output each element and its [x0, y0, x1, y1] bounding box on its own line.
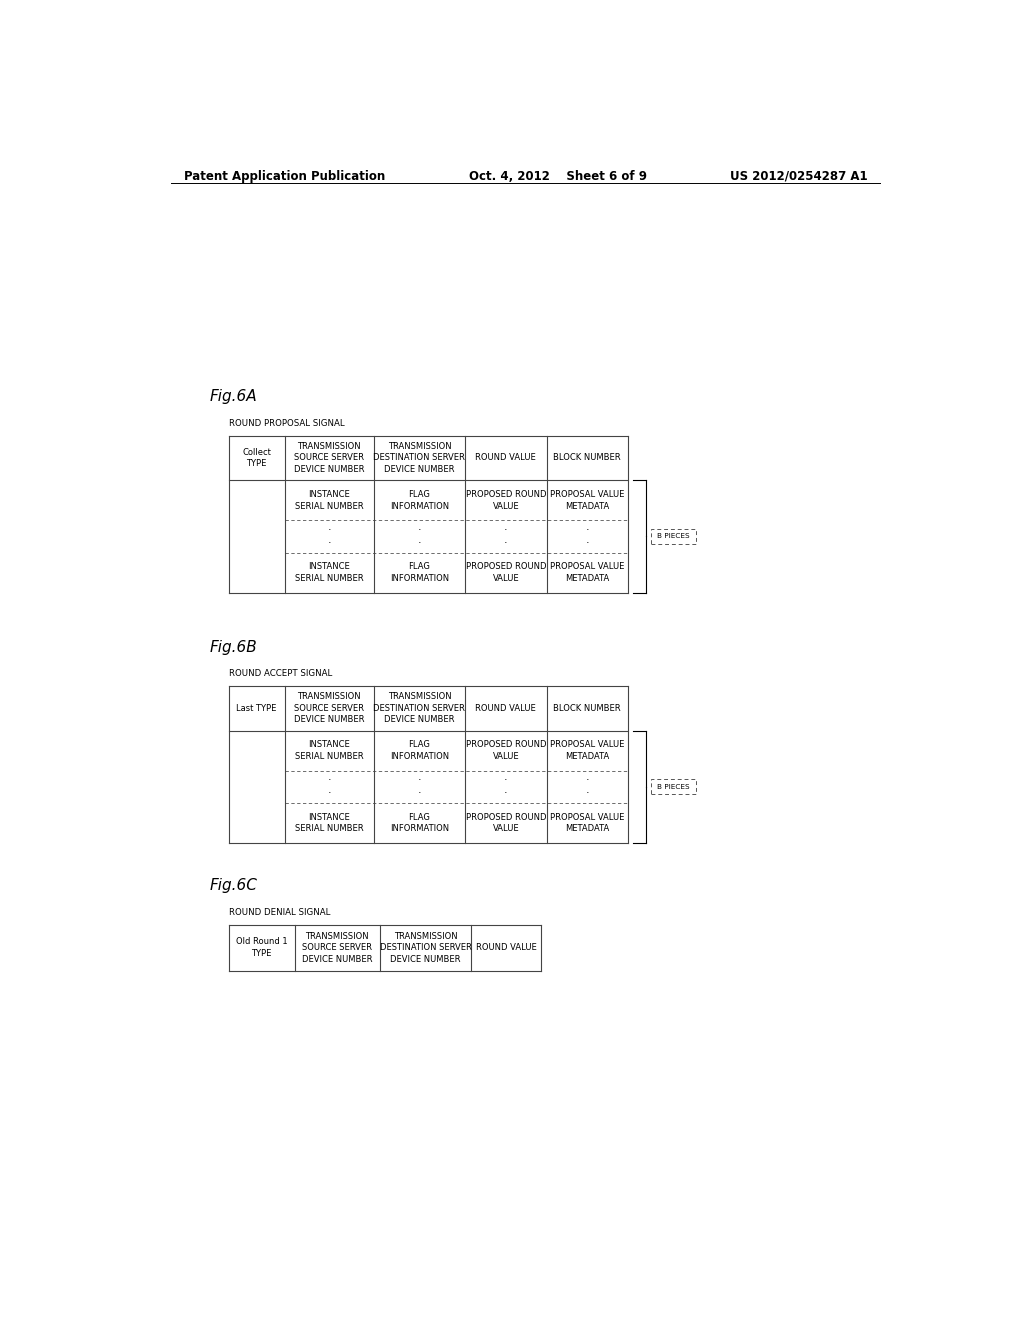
Text: ROUND ACCEPT SIGNAL: ROUND ACCEPT SIGNAL — [228, 669, 332, 678]
Text: ROUND VALUE: ROUND VALUE — [475, 454, 537, 462]
Text: BLOCK NUMBER: BLOCK NUMBER — [553, 454, 621, 462]
Text: PROPOSAL VALUE
METADATA: PROPOSAL VALUE METADATA — [550, 490, 625, 511]
Text: PROPOSAL VALUE
METADATA: PROPOSAL VALUE METADATA — [550, 741, 625, 760]
Text: TRANSMISSION
SOURCE SERVER
DEVICE NUMBER: TRANSMISSION SOURCE SERVER DEVICE NUMBER — [302, 932, 373, 964]
Text: PROPOSAL VALUE
METADATA: PROPOSAL VALUE METADATA — [550, 813, 625, 833]
Text: TRANSMISSION
SOURCE SERVER
DEVICE NUMBER: TRANSMISSION SOURCE SERVER DEVICE NUMBER — [294, 692, 365, 725]
Text: US 2012/0254287 A1: US 2012/0254287 A1 — [730, 170, 868, 183]
Text: FLAG
INFORMATION: FLAG INFORMATION — [390, 741, 449, 760]
Text: Old Round 1
TYPE: Old Round 1 TYPE — [236, 937, 288, 958]
Text: INSTANCE
SERIAL NUMBER: INSTANCE SERIAL NUMBER — [295, 490, 364, 511]
Text: Collect
TYPE: Collect TYPE — [243, 447, 271, 469]
Text: INSTANCE
SERIAL NUMBER: INSTANCE SERIAL NUMBER — [295, 741, 364, 760]
Text: ROUND DENIAL SIGNAL: ROUND DENIAL SIGNAL — [228, 908, 330, 916]
Text: B PIECES: B PIECES — [657, 784, 690, 789]
Text: ·
·: · · — [504, 525, 508, 548]
Bar — [651, 529, 696, 544]
Text: FLAG
INFORMATION: FLAG INFORMATION — [390, 813, 449, 833]
Text: PROPOSED ROUND
VALUE: PROPOSED ROUND VALUE — [466, 813, 546, 833]
Text: TRANSMISSION
DESTINATION SERVER
DEVICE NUMBER: TRANSMISSION DESTINATION SERVER DEVICE N… — [374, 442, 465, 474]
Text: INSTANCE
SERIAL NUMBER: INSTANCE SERIAL NUMBER — [295, 562, 364, 583]
Text: TRANSMISSION
SOURCE SERVER
DEVICE NUMBER: TRANSMISSION SOURCE SERVER DEVICE NUMBER — [294, 442, 365, 474]
Text: ROUND VALUE: ROUND VALUE — [475, 704, 537, 713]
Text: ROUND VALUE: ROUND VALUE — [476, 944, 537, 952]
Text: ·
·: · · — [328, 525, 331, 548]
Text: Oct. 4, 2012    Sheet 6 of 9: Oct. 4, 2012 Sheet 6 of 9 — [469, 170, 647, 183]
Text: ·
·: · · — [586, 775, 589, 799]
Text: PROPOSED ROUND
VALUE: PROPOSED ROUND VALUE — [466, 490, 546, 511]
Text: ·
·: · · — [418, 525, 421, 548]
Text: Fig.6B: Fig.6B — [209, 640, 257, 655]
Text: ·
·: · · — [504, 775, 508, 799]
Text: TRANSMISSION
DESTINATION SERVER
DEVICE NUMBER: TRANSMISSION DESTINATION SERVER DEVICE N… — [374, 692, 465, 725]
Text: TRANSMISSION
DESTINATION SERVER
DEVICE NUMBER: TRANSMISSION DESTINATION SERVER DEVICE N… — [380, 932, 471, 964]
Text: BLOCK NUMBER: BLOCK NUMBER — [553, 704, 621, 713]
Bar — [651, 779, 696, 795]
Text: PROPOSED ROUND
VALUE: PROPOSED ROUND VALUE — [466, 741, 546, 760]
Text: PROPOSAL VALUE
METADATA: PROPOSAL VALUE METADATA — [550, 562, 625, 583]
Text: B PIECES: B PIECES — [657, 533, 690, 540]
Text: FLAG
INFORMATION: FLAG INFORMATION — [390, 490, 449, 511]
Text: INSTANCE
SERIAL NUMBER: INSTANCE SERIAL NUMBER — [295, 813, 364, 833]
Text: FLAG
INFORMATION: FLAG INFORMATION — [390, 562, 449, 583]
Text: ·
·: · · — [418, 775, 421, 799]
Text: ·
·: · · — [586, 525, 589, 548]
Text: PROPOSED ROUND
VALUE: PROPOSED ROUND VALUE — [466, 562, 546, 583]
Text: ROUND PROPOSAL SIGNAL: ROUND PROPOSAL SIGNAL — [228, 418, 344, 428]
Text: Patent Application Publication: Patent Application Publication — [183, 170, 385, 183]
Text: Last TYPE: Last TYPE — [237, 704, 276, 713]
Text: ·
·: · · — [328, 775, 331, 799]
Text: Fig.6A: Fig.6A — [209, 389, 257, 404]
Text: Fig.6C: Fig.6C — [209, 878, 257, 894]
